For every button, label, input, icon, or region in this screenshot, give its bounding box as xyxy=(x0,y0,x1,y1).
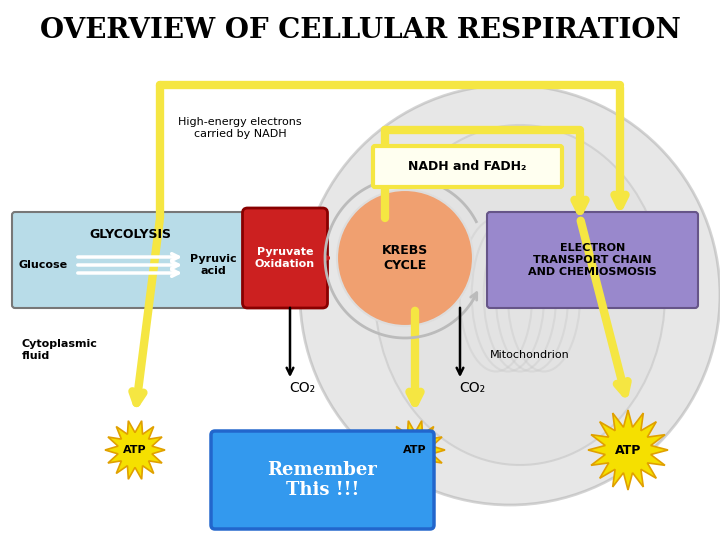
Text: GLYCOLYSIS: GLYCOLYSIS xyxy=(89,228,171,241)
FancyBboxPatch shape xyxy=(12,212,248,308)
FancyBboxPatch shape xyxy=(373,146,562,187)
Ellipse shape xyxy=(375,125,665,465)
Text: Pyruvic
acid: Pyruvic acid xyxy=(189,254,236,276)
Circle shape xyxy=(337,190,473,326)
Text: CO₂: CO₂ xyxy=(289,381,315,395)
Polygon shape xyxy=(385,421,445,479)
Text: OVERVIEW OF CELLULAR RESPIRATION: OVERVIEW OF CELLULAR RESPIRATION xyxy=(40,17,680,44)
Text: ATP: ATP xyxy=(123,445,147,455)
Text: Remember
This !!!: Remember This !!! xyxy=(268,461,377,500)
FancyBboxPatch shape xyxy=(487,212,698,308)
Text: ATP: ATP xyxy=(615,443,642,456)
Text: KREBS
CYCLE: KREBS CYCLE xyxy=(382,244,428,272)
FancyBboxPatch shape xyxy=(211,431,434,529)
Text: ELECTRON
TRANSPORT CHAIN
AND CHEMIOSMOSIS: ELECTRON TRANSPORT CHAIN AND CHEMIOSMOSI… xyxy=(528,244,657,276)
Polygon shape xyxy=(588,410,668,490)
FancyBboxPatch shape xyxy=(243,208,328,308)
Text: Pyruvate
Oxidation: Pyruvate Oxidation xyxy=(255,247,315,269)
Text: High-energy electrons
carried by NADH: High-energy electrons carried by NADH xyxy=(178,117,302,139)
Ellipse shape xyxy=(300,85,720,505)
Text: Glucose: Glucose xyxy=(19,260,68,270)
Text: ATP: ATP xyxy=(403,445,427,455)
Text: CO₂: CO₂ xyxy=(459,381,485,395)
Text: Cytoplasmic
fluid: Cytoplasmic fluid xyxy=(22,339,98,361)
Text: Mitochondrion: Mitochondrion xyxy=(490,350,570,360)
Polygon shape xyxy=(105,421,165,479)
Text: NADH and FADH₂: NADH and FADH₂ xyxy=(408,160,527,173)
